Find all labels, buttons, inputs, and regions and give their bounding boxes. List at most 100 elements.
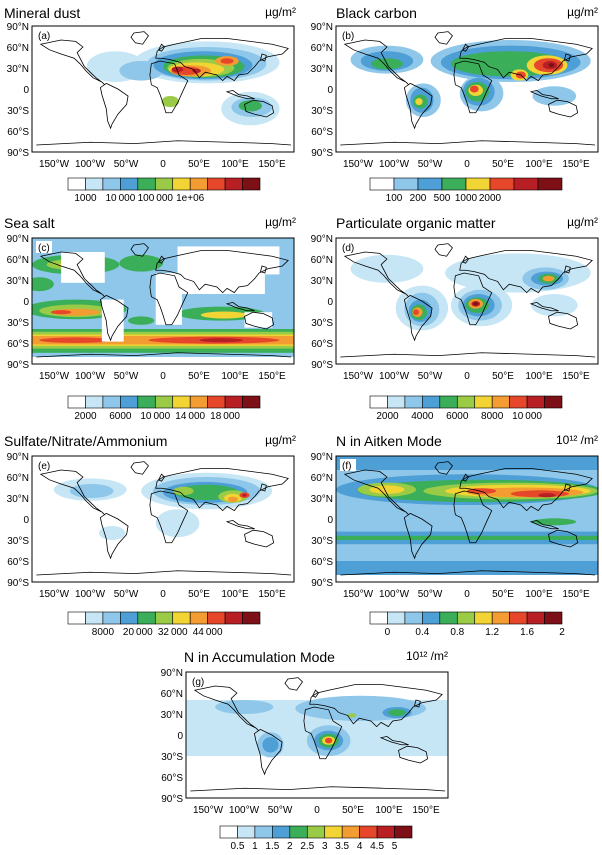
lon-label: 0 <box>160 589 166 600</box>
colorbar-swatch <box>324 825 343 839</box>
lon-label: 50°W <box>418 589 443 600</box>
lon-label: 100°E <box>221 159 249 170</box>
colorbar-tick-label: 1e+06 <box>176 193 205 204</box>
colorbar-tick-label: 1 <box>252 841 258 850</box>
colorbar-swatch <box>387 395 406 409</box>
lon-label: 50°W <box>418 159 443 170</box>
colorbar-tick-label: 200 <box>410 193 427 204</box>
colorbar-tick-label: 100 000 <box>138 193 174 204</box>
lat-label: 30°N <box>7 494 29 505</box>
lon-label: 0 <box>314 805 320 816</box>
lat-label: 90°S <box>7 148 29 159</box>
colorbar-swatch <box>189 177 208 191</box>
colorbar-swatch <box>254 825 273 839</box>
colorbar-swatch <box>456 611 476 625</box>
colorbar-swatch <box>224 395 243 409</box>
colorbar-tick-label: 18 000 <box>210 411 240 422</box>
panel-e-colorbar: 8000 20 000 32 000 44 000 <box>67 611 261 638</box>
panel-d-title: Particulate organic matter <box>336 215 496 231</box>
lat-label: 30°S <box>161 752 183 763</box>
lon-label: 150°E <box>562 371 590 382</box>
colorbar-swatch <box>219 825 238 839</box>
lon-label: 50°E <box>188 371 210 382</box>
lat-label: 90°S <box>311 578 333 589</box>
panel-d-letter: (d) <box>342 243 354 254</box>
colorbar-tick-label: 20 000 <box>123 627 153 638</box>
colorbar-swatch <box>224 177 243 191</box>
lon-label: 150°W <box>343 159 374 170</box>
lat-label: 90°N <box>7 22 29 33</box>
lon-label: 150°E <box>258 589 286 600</box>
lon-label: 100°E <box>525 159 553 170</box>
panel-d-unit: µg/m² <box>567 215 598 229</box>
lat-label: 30°N <box>311 64 333 75</box>
panel-b-title: Black carbon <box>336 5 417 21</box>
panel-c-colorbar: 2000 6000 10 000 14 000 18 000 <box>67 395 261 422</box>
lat-label: 30°S <box>311 536 333 547</box>
colorbar-swatch <box>120 177 139 191</box>
colorbar-swatch <box>224 611 243 625</box>
colorbar-swatch <box>465 177 491 191</box>
lat-label: 90°N <box>7 452 29 463</box>
colorbar-swatch <box>544 395 563 409</box>
lon-label: 50°W <box>114 371 139 382</box>
panel-e-lat-axis: 90°N 60°N 30°N 0 30°S 60°S 90°S <box>7 452 30 589</box>
lat-label: 30°S <box>7 318 29 329</box>
lon-label: 50°E <box>492 159 514 170</box>
lon-label: 50°W <box>114 159 139 170</box>
colorbar-swatch <box>207 177 226 191</box>
colorbar-tick-label: 2.5 <box>300 841 314 850</box>
colorbar-tick-label: 1.5 <box>265 841 279 850</box>
lat-label: 30°S <box>7 536 29 547</box>
colorbar-tick-label: 4.5 <box>370 841 384 850</box>
colorbar-tick-label: 500 <box>434 193 451 204</box>
colorbar-swatch <box>154 177 174 191</box>
colorbar-swatch <box>474 611 493 625</box>
panel-g-lat-axis: 90°N 60°N 30°N 0 30°S 60°S 90°S <box>161 668 184 805</box>
colorbar-tick-label: 44 000 <box>193 627 223 638</box>
colorbar-tick-label: 2 <box>287 841 293 850</box>
lon-label: 150°W <box>193 805 224 816</box>
lon-label: 100°E <box>375 805 403 816</box>
lon-label: 150°E <box>412 805 440 816</box>
lat-label: 0 <box>23 515 29 526</box>
colorbar-tick-label: 1000 <box>455 193 478 204</box>
lon-label: 150°W <box>39 371 70 382</box>
lon-label: 150°E <box>562 589 590 600</box>
panel-d-lon-axis: 150°W 100°W 50°W 0 50°E 100°E 150°E <box>343 371 590 382</box>
lon-label: 0 <box>160 159 166 170</box>
lat-label: 90°S <box>7 578 29 589</box>
colorbar-swatch <box>242 177 261 191</box>
colorbar-swatch <box>120 395 139 409</box>
lat-label: 60°S <box>311 127 333 138</box>
panel-f-title: N in Aitken Mode <box>336 433 442 449</box>
colorbar-swatch <box>359 825 378 839</box>
colorbar-swatch <box>456 395 476 409</box>
lon-label: 150°W <box>39 159 70 170</box>
colorbar-swatch <box>242 611 261 625</box>
colorbar-swatch <box>237 825 256 839</box>
colorbar-tick-label: 4 <box>357 841 363 850</box>
colorbar-tick-label: 0.5 <box>231 841 245 850</box>
colorbar-swatch <box>537 177 563 191</box>
colorbar-swatch <box>172 177 191 191</box>
lon-label: 150°E <box>258 371 286 382</box>
colorbar-swatch <box>489 177 515 191</box>
panel-f-lon-axis: 150°W 100°W 50°W 0 50°E 100°E 150°E <box>343 589 590 600</box>
colorbar-swatch <box>341 825 360 839</box>
colorbar-swatch <box>376 825 395 839</box>
colorbar-tick-label: 14 000 <box>175 411 205 422</box>
panel-b-colorbar: 100 200 500 1000 2000 <box>369 177 563 204</box>
lon-label: 50°E <box>342 805 364 816</box>
panel-a-unit: µg/m² <box>265 5 296 19</box>
panel-f-map: 90°N 60°N 30°N 0 30°S 60°S 90°S 150°W 10… <box>311 452 599 600</box>
lon-label: 50°E <box>188 589 210 600</box>
panel-d-colorbar: 2000 4000 6000 8000 10 000 <box>369 395 563 422</box>
panel-g-map: 90°N 60°N 30°N 0 30°S 60°S 90°S 150°W 10… <box>161 668 449 816</box>
colorbar-swatch <box>526 395 545 409</box>
colorbar-swatch <box>85 395 104 409</box>
panel-a: Mineral dust µg/m² <box>4 5 296 204</box>
colorbar-tick-label: 5 <box>392 841 398 850</box>
colorbar-tick-label: 0.4 <box>415 627 429 638</box>
colorbar-swatch <box>120 611 139 625</box>
